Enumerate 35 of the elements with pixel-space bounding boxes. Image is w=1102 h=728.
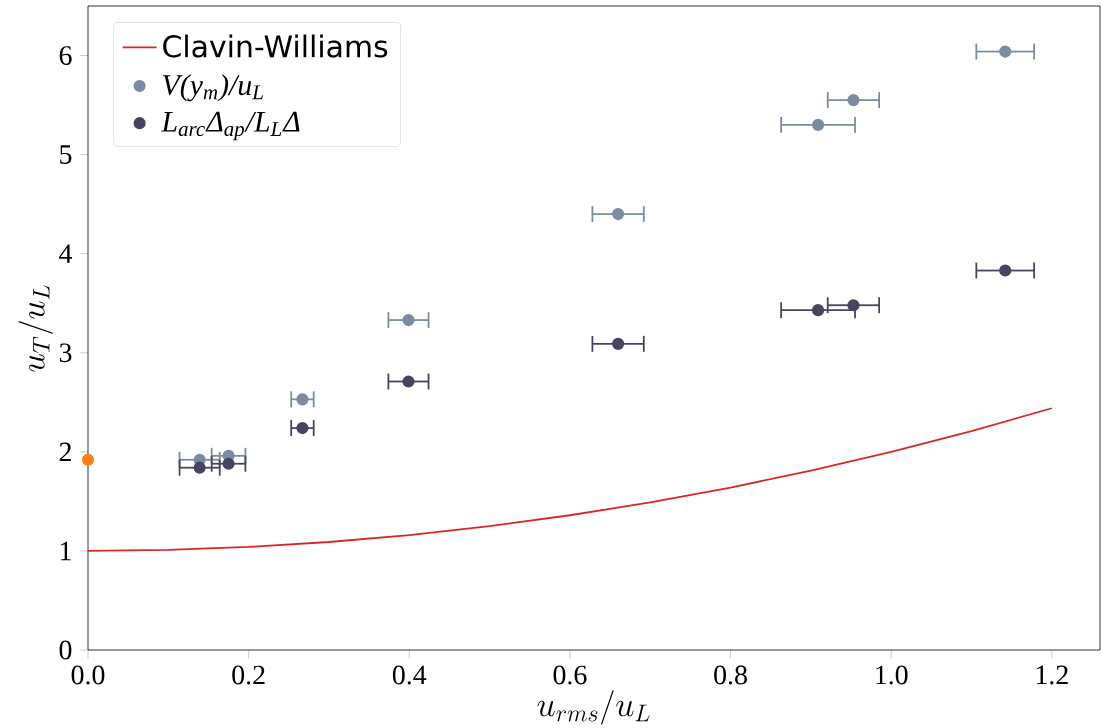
- legend-label: L$_{arc}$Δ$_{ap}$/L$_{L}$Δ: [161, 111, 300, 141]
- y-tick-label: 0: [59, 640, 72, 660]
- point: [847, 94, 860, 107]
- point: [296, 421, 309, 435]
- y-tick-label: 4: [59, 244, 73, 263]
- point: [222, 457, 235, 470]
- x-tick-label: 1.2: [1036, 665, 1068, 685]
- x-tick-label: 0.2: [232, 665, 265, 685]
- point: [999, 45, 1012, 58]
- point: [402, 313, 415, 327]
- point: [402, 375, 415, 388]
- x-tick-label: 1.0: [876, 665, 908, 685]
- point: [612, 337, 625, 350]
- point: [999, 264, 1012, 277]
- y-tick-label: 6: [59, 46, 72, 65]
- x-tick-label: 0.8: [714, 665, 747, 685]
- y-axis-title: $u_T/u_L$: [18, 285, 53, 372]
- legend-label: V(y$_{m}$)/u$_{L}$: [163, 74, 263, 102]
- x-tick-label: 0.0: [71, 665, 105, 685]
- point: [193, 461, 206, 474]
- y-tick-label: 5: [60, 145, 72, 164]
- x-tick-label: 0.6: [553, 665, 587, 685]
- point: [81, 453, 95, 466]
- legend-label: Clavin-Williams: [163, 34, 388, 58]
- line-series: [88, 407, 1053, 552]
- y-tick-label: 3: [59, 343, 72, 363]
- point: [847, 299, 860, 312]
- x-tick-label: 0.4: [392, 665, 427, 685]
- point: [812, 118, 825, 131]
- point: [296, 393, 309, 406]
- y-tick-label: 2: [59, 442, 71, 462]
- x-axis-title: $u_{rms}/u_L$: [537, 690, 650, 725]
- y-tick-label: 1: [60, 541, 71, 561]
- point: [612, 207, 625, 221]
- point: [812, 304, 825, 317]
